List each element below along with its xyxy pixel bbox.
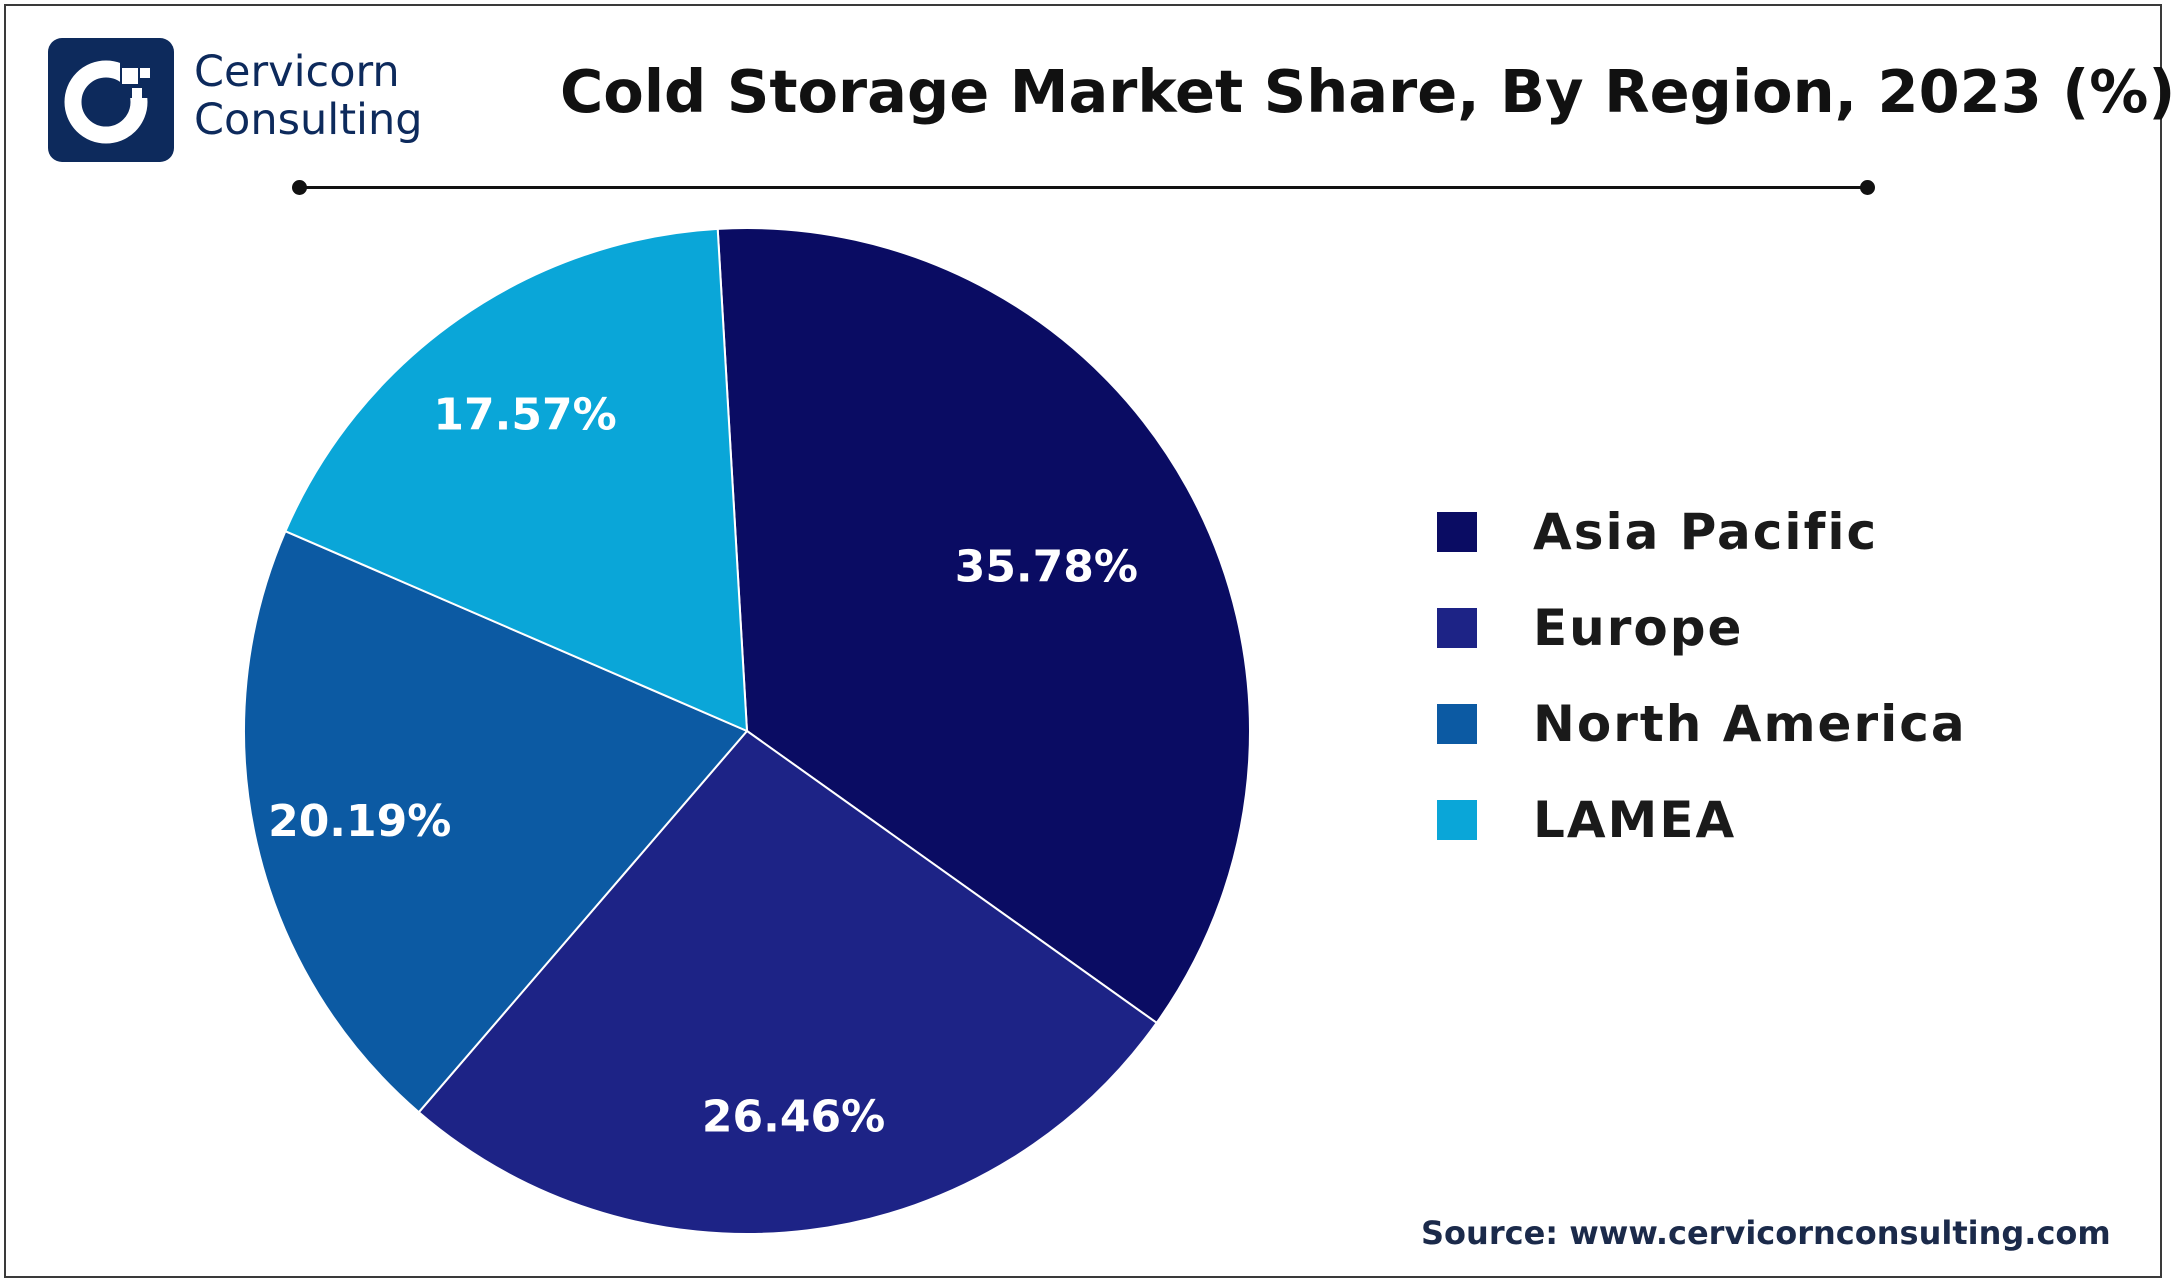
company-logo xyxy=(48,38,174,162)
legend-item-lamea: LAMEA xyxy=(1437,772,1967,868)
brand-line-1: Cervicorn xyxy=(194,47,400,97)
legend-label: LAMEA xyxy=(1533,791,1737,849)
legend-item-asia-pacific: Asia Pacific xyxy=(1437,484,1967,580)
chart-title: Cold Storage Market Share, By Region, 20… xyxy=(560,57,2172,126)
logo-mark-icon xyxy=(64,58,160,144)
source-link[interactable]: www.cervicornconsulting.com xyxy=(1569,1214,2111,1252)
data-label-north-america: 20.19% xyxy=(268,796,451,847)
legend-swatch xyxy=(1437,704,1477,744)
legend-swatch xyxy=(1437,800,1477,840)
source-note: Source: www.cervicornconsulting.com xyxy=(1421,1214,2111,1252)
source-label: Source: xyxy=(1421,1214,1559,1252)
slice-lamea xyxy=(284,227,749,733)
data-label-asia-pacific: 35.78% xyxy=(955,542,1138,593)
slice-asia-pacific xyxy=(716,227,1251,1025)
slice-europe xyxy=(417,729,1159,1235)
legend-item-europe: Europe xyxy=(1437,580,1967,676)
divider-right-dot xyxy=(1860,180,1875,195)
legend: Asia Pacific Europe North America LAMEA xyxy=(1437,484,1967,868)
legend-item-north-america: North America xyxy=(1437,676,1967,772)
legend-swatch xyxy=(1437,512,1477,552)
data-label-europe: 26.46% xyxy=(702,1092,885,1143)
chart-frame xyxy=(4,4,2162,1278)
title-divider xyxy=(299,186,1867,189)
legend-swatch xyxy=(1437,608,1477,648)
legend-label: Europe xyxy=(1533,599,1744,657)
brand-name: Cervicorn Consulting xyxy=(194,48,423,144)
data-label-lamea: 17.57% xyxy=(433,390,616,441)
legend-label: Asia Pacific xyxy=(1533,503,1879,561)
slice-north-america xyxy=(243,529,749,1114)
brand-line-2: Consulting xyxy=(194,95,423,145)
divider-left-dot xyxy=(292,180,307,195)
legend-label: North America xyxy=(1533,695,1967,753)
